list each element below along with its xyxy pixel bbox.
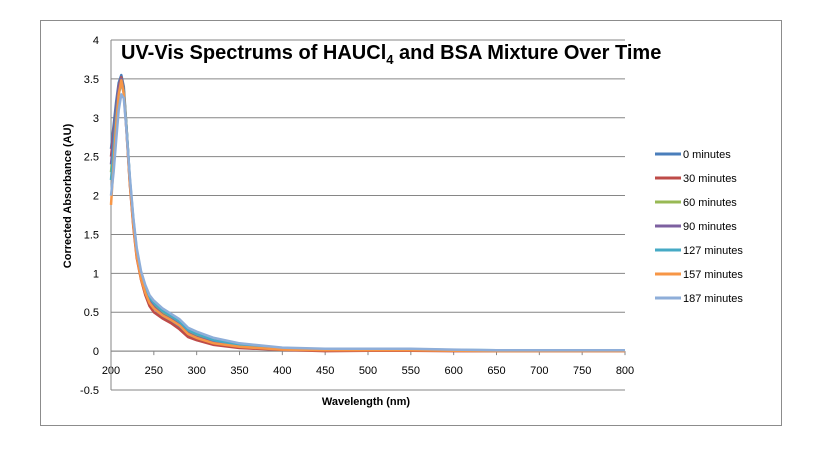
x-tick-label: 300 [187,365,205,377]
y-tick-label: 1.5 [84,229,99,241]
series-line-0 [109,73,625,353]
legend-label-6: 187 minutes [683,293,743,305]
y-tick-label: 0 [93,346,99,358]
x-tick-label: 750 [573,365,591,377]
chart-area: UV-Vis Spectrums of HAUCl4 and BSA Mixtu… [40,20,782,426]
series-line-3 [109,77,625,353]
line-chart: UV-Vis Spectrums of HAUCl4 and BSA Mixtu… [62,35,743,408]
legend: 0 minutes 30 minutes 60 minutes 90 minutes 1… [655,149,743,305]
y-tick-label: 4 [93,35,99,47]
chart-title-subscript: 4 [386,52,394,67]
x-tick-label: 500 [359,365,377,377]
chart-title: UV-Vis Spectrums of HAUCl4 and BSA Mixtu… [121,42,661,67]
y-tick-label: 2.5 [84,152,99,164]
series-line-2 [109,77,625,352]
x-tick-label: 650 [487,365,505,377]
legend-label-2: 60 minutes [683,197,737,209]
x-tick-label: 350 [230,365,248,377]
y-tick-label: 2 [93,191,99,203]
x-axis-title: Wavelength (nm) [322,396,411,408]
y-axis-title: Corrected Absorbance (AU) [62,123,74,268]
legend-label-0: 0 minutes [683,149,731,161]
legend-label-3: 90 minutes [683,221,737,233]
x-tick-label: 400 [273,365,291,377]
series-line-4 [109,81,625,352]
x-tick-label: 250 [145,365,163,377]
y-tick-label: 3.5 [84,74,99,86]
x-tick-label: 450 [316,365,334,377]
y-tick-label: -0.5 [80,385,99,397]
series-lines [109,73,625,353]
y-tick-label: 0.5 [84,307,99,319]
x-tick-label: 800 [616,365,634,377]
y-axis-ticks: -0.5 0 0.5 1 1.5 2 2.5 3 3.5 4 [80,35,99,397]
x-tick-label: 600 [444,365,462,377]
y-tick-label: 1 [93,268,99,280]
x-tick-label: 550 [402,365,420,377]
x-tick-label: 700 [530,365,548,377]
series-line-5 [109,79,625,353]
legend-label-5: 157 minutes [683,269,743,281]
y-tick-label: 3 [93,113,99,125]
series-line-6 [109,93,625,352]
legend-label-4: 127 minutes [683,245,743,257]
chart-title-suffix: and BSA Mixture Over Time [393,42,661,64]
x-axis-ticks: 200 250 300 350 400 450 500 550 600 650 700 750 800 [102,351,634,377]
chart-title-main: UV-Vis Spectrums of HAUCl [121,42,386,64]
series-line-1 [109,76,625,353]
legend-label-1: 30 minutes [683,173,737,185]
